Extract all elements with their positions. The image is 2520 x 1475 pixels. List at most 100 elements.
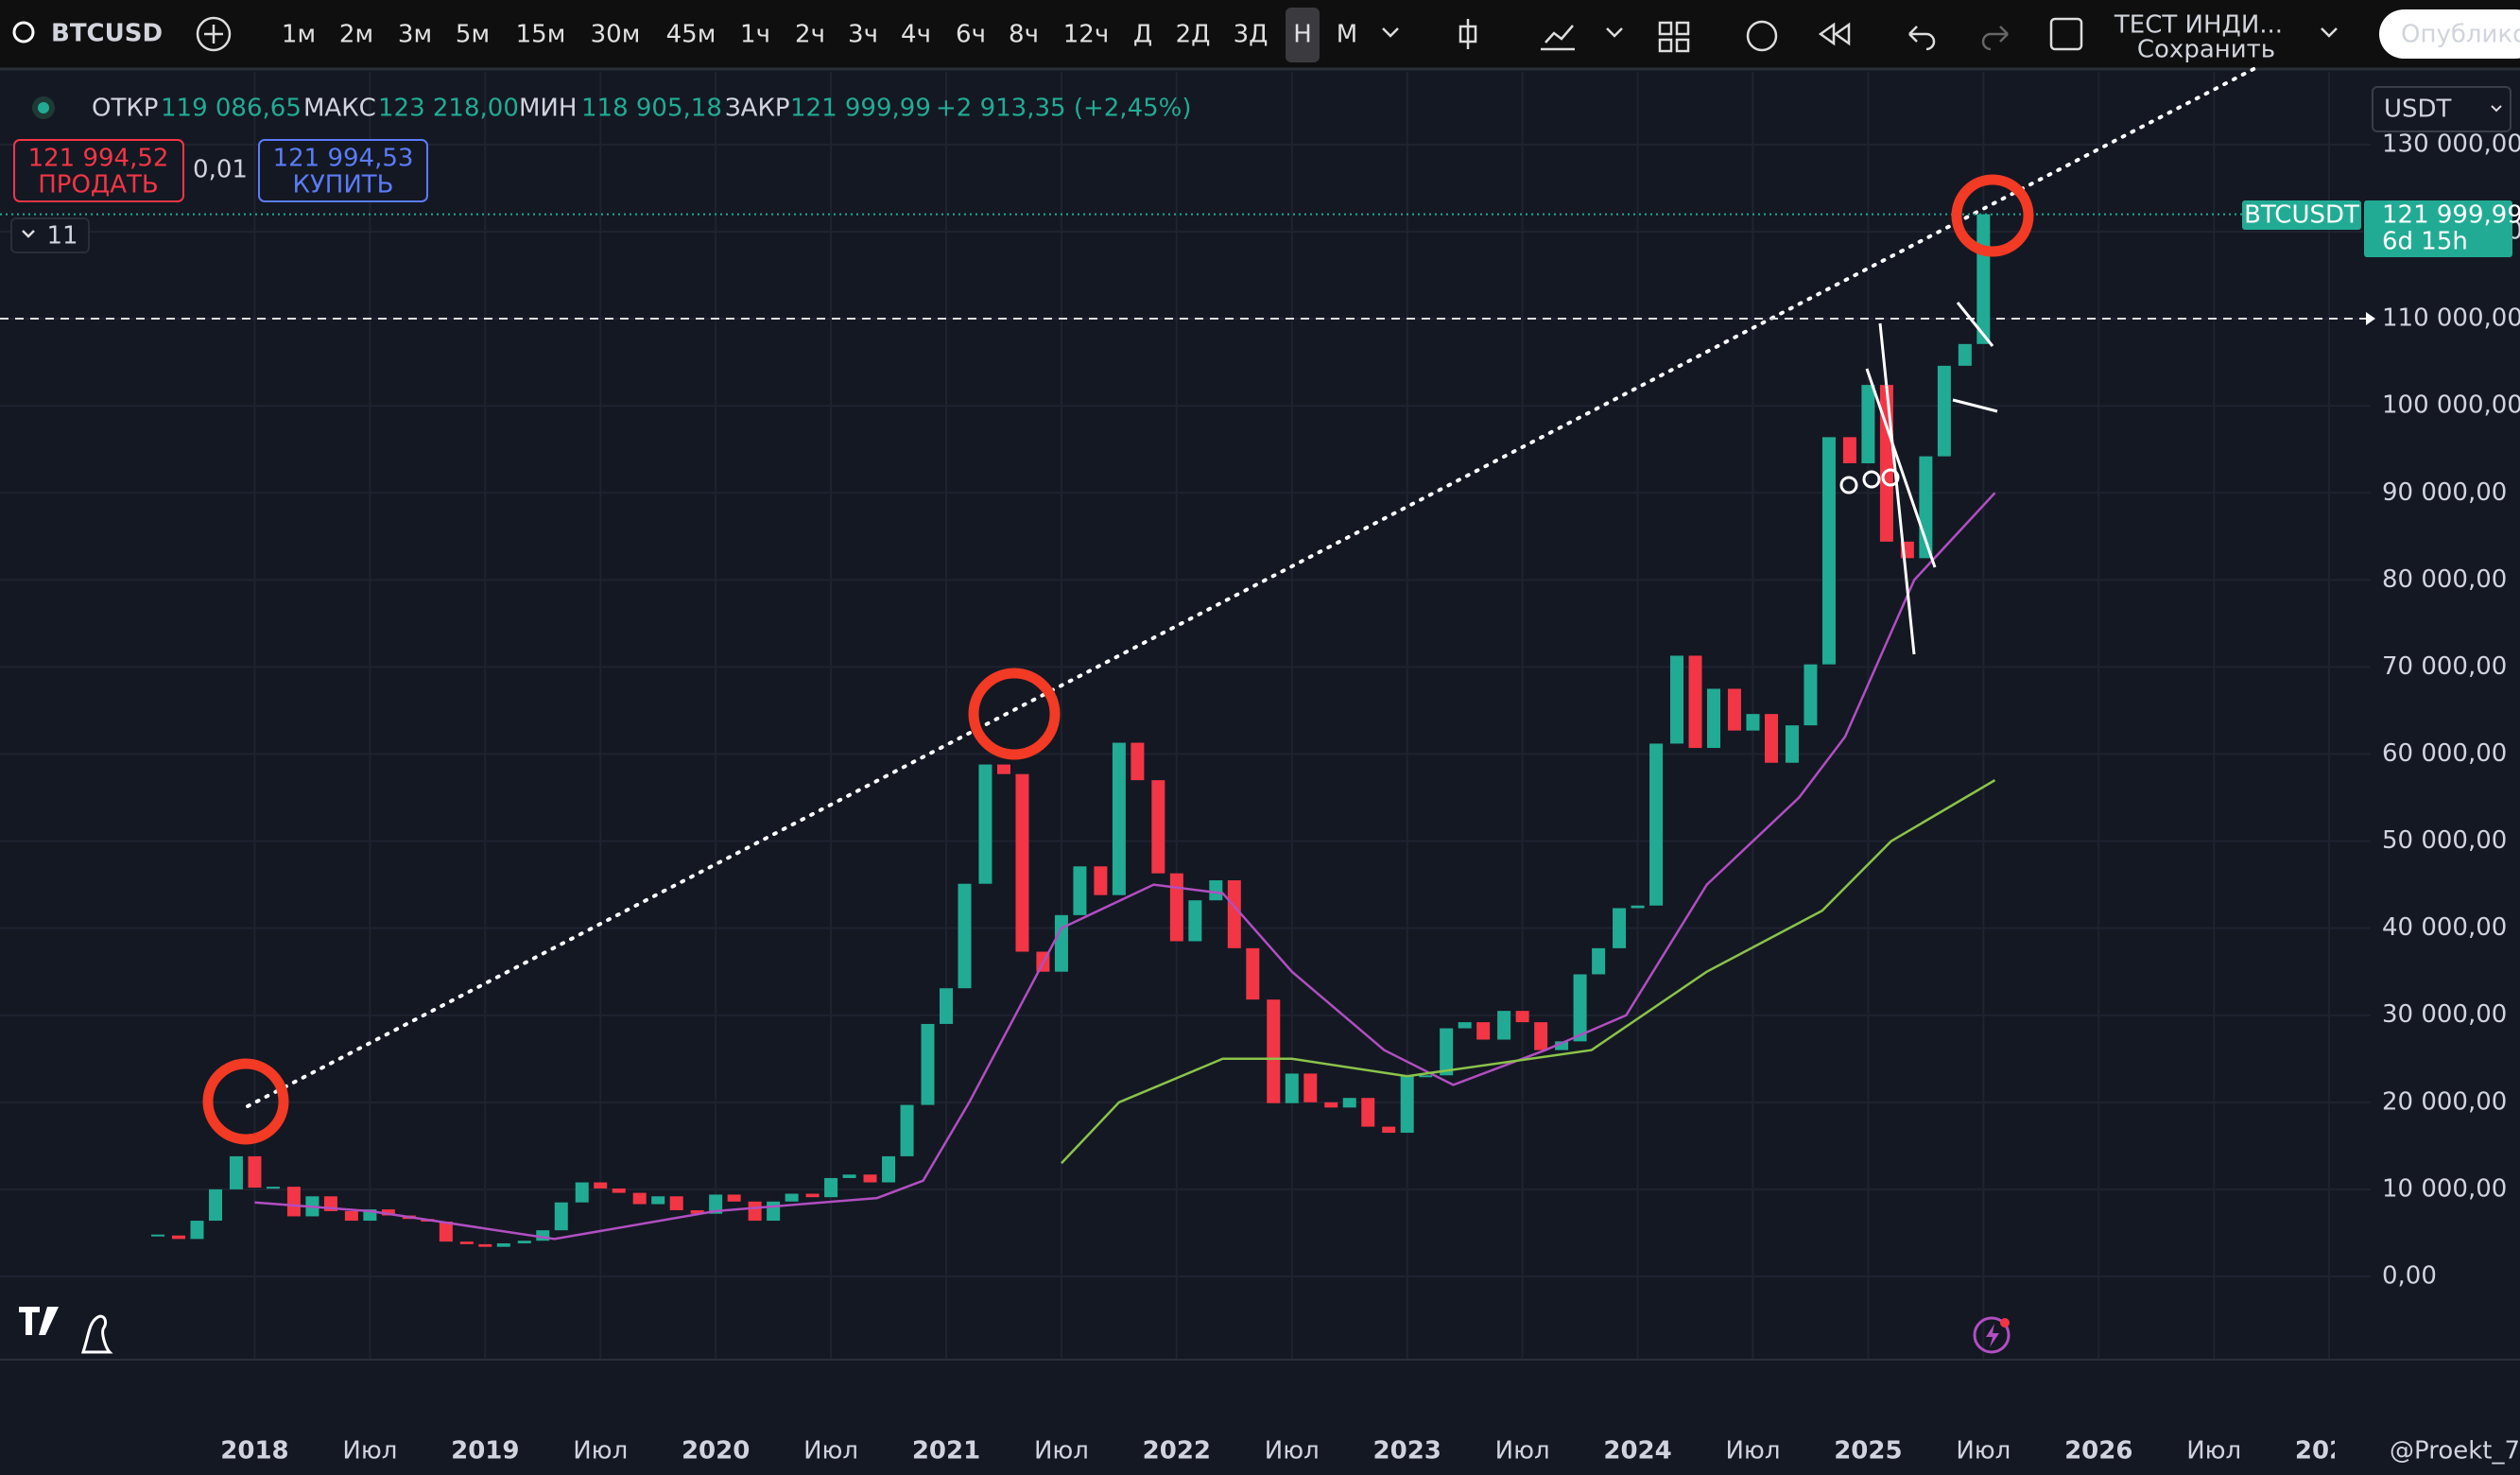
candle — [958, 883, 972, 989]
high-label: МАКС — [303, 95, 376, 123]
lightning-icon[interactable] — [1973, 1316, 2011, 1354]
sell-price[interactable]: 121 994,52 — [28, 145, 169, 173]
interval[interactable]: 30м — [591, 21, 641, 49]
replay-icon[interactable] — [1818, 22, 1851, 46]
candle — [1227, 880, 1241, 948]
intervals: 1м 2м 3м 5м 15м 30м 45м 1ч 2ч 3ч 4ч 6ч 8ч 12ч Д 2Д 3Д Н М — [282, 21, 1357, 49]
indicators-icon[interactable] — [1541, 25, 1575, 51]
candle — [1976, 214, 1991, 344]
candle — [209, 1189, 222, 1222]
candle — [1613, 908, 1627, 948]
candle — [151, 1234, 165, 1237]
candle — [1440, 1028, 1454, 1076]
interval[interactable]: 6ч — [956, 21, 986, 49]
moving-average — [1061, 779, 1996, 1165]
x-tick-label: 2018 — [220, 1437, 288, 1466]
x-tick-label: Июл — [1495, 1437, 1550, 1466]
layout-name[interactable]: ТЕСТ ИНДИ... — [2114, 11, 2283, 40]
search-icon[interactable] — [12, 21, 35, 43]
publish-button[interactable] — [2379, 9, 2520, 59]
buy-price[interactable]: 121 994,53 — [273, 145, 414, 173]
candle — [1592, 947, 1606, 975]
add-symbol[interactable] — [196, 16, 232, 52]
candle — [517, 1241, 531, 1243]
interval[interactable]: 2Д — [1176, 21, 1211, 49]
candle — [248, 1155, 262, 1189]
high: 123 218,00 — [378, 95, 519, 123]
sell-button[interactable] — [13, 139, 184, 202]
candle — [900, 1104, 914, 1156]
chevron — [22, 230, 35, 238]
level-marker — [2366, 312, 2375, 325]
candle — [1746, 714, 1760, 731]
candle — [1861, 385, 1875, 463]
interval[interactable]: 2м — [339, 21, 373, 49]
candle — [1555, 1041, 1569, 1050]
symbol[interactable]: BTCUSD — [51, 20, 163, 48]
interval[interactable]: 4ч — [901, 21, 931, 49]
x-axis: 2018 Июл 2019 Июл 2020 Июл 2021 Июл 2022 Июл 2023 И… — [220, 1437, 2363, 1466]
candle — [1303, 1073, 1318, 1102]
currency[interactable]: USDT — [2384, 95, 2452, 124]
interval[interactable]: 1м — [282, 21, 316, 49]
candle — [1497, 1011, 1511, 1040]
interval[interactable]: 1ч — [740, 21, 770, 49]
chevron[interactable] — [1606, 27, 1623, 38]
candle — [1151, 780, 1165, 874]
interval[interactable]: Н — [1293, 21, 1312, 49]
interval[interactable]: 15м — [516, 21, 566, 49]
interval[interactable]: 2ч — [795, 21, 825, 49]
interval[interactable]: Д — [1133, 21, 1152, 49]
price-axis — [2371, 72, 2520, 1360]
wedge-line — [1878, 322, 1916, 655]
x-tick-label: Июл — [1034, 1437, 1089, 1466]
chevron[interactable] — [2321, 27, 2338, 38]
y-tick-label: 60 000,00 — [2382, 739, 2507, 768]
interval[interactable]: 3Д — [1234, 21, 1269, 49]
interval[interactable]: М — [1337, 21, 1357, 49]
y-tick-label: 50 000,00 — [2382, 826, 2507, 855]
candle — [1688, 655, 1702, 749]
candle — [1879, 385, 1893, 542]
chevron[interactable] — [1382, 27, 1399, 38]
sell-label[interactable]: ПРОДАТЬ — [38, 171, 159, 200]
candle — [496, 1242, 510, 1247]
undo[interactable] — [1908, 26, 1936, 51]
interval[interactable]: 5м — [456, 21, 490, 49]
buy-button[interactable] — [258, 139, 428, 202]
buy-label[interactable]: КУПИТЬ — [292, 171, 393, 200]
candle — [767, 1201, 781, 1222]
candle — [1015, 773, 1029, 952]
candle — [575, 1182, 589, 1203]
interval[interactable]: 8ч — [1009, 21, 1039, 49]
candle — [632, 1192, 647, 1205]
candle — [459, 1241, 474, 1244]
chevron — [2491, 105, 2502, 113]
indicators-count[interactable]: 11 — [46, 222, 78, 251]
interval[interactable]: 12ч — [1063, 21, 1109, 49]
layout-icon[interactable] — [1658, 21, 1690, 53]
redo[interactable] — [1981, 26, 2009, 51]
marker — [1881, 468, 1900, 487]
candle — [824, 1177, 838, 1198]
candle — [1285, 1073, 1299, 1103]
publish-text[interactable]: Опублико — [2401, 21, 2520, 49]
indicators-toggle[interactable] — [10, 217, 90, 253]
fullscreen[interactable] — [2049, 17, 2083, 51]
interval[interactable]: 3ч — [848, 21, 878, 49]
interval[interactable]: 3м — [398, 21, 432, 49]
currency-select[interactable] — [2372, 86, 2511, 132]
x-tick-label: 2019 — [451, 1437, 519, 1466]
candle — [1534, 1022, 1548, 1050]
candle — [651, 1196, 665, 1205]
save-status[interactable]: Сохранить — [2137, 36, 2275, 64]
interval[interactable]: 45м — [666, 21, 716, 49]
alert-icon[interactable] — [1746, 20, 1778, 52]
candle — [863, 1174, 877, 1183]
candles-icon[interactable] — [1458, 19, 1477, 49]
x-tick-label: Июл — [573, 1437, 628, 1466]
y-tick-label: 80 000,00 — [2382, 565, 2507, 594]
y-tick-label: 110 000,00 — [2382, 304, 2520, 333]
flag-line — [1956, 302, 1994, 347]
